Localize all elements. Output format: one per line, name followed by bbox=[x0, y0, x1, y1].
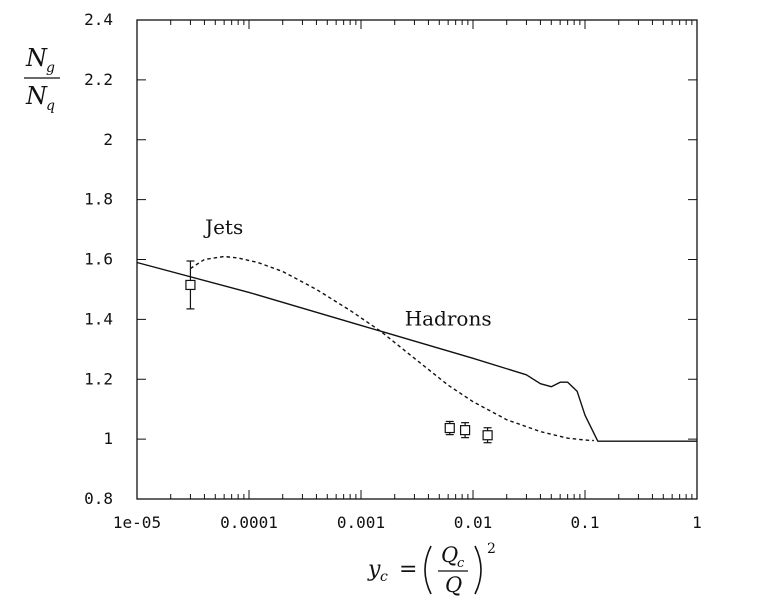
x-tick-label: 1 bbox=[692, 513, 702, 532]
y-tick-label: 2.2 bbox=[84, 70, 113, 89]
series-line-hadrons bbox=[136, 261, 697, 442]
data-point-square bbox=[482, 430, 493, 441]
y-axis-label: N g N q bbox=[24, 44, 60, 114]
y-label-numerator-sub: g bbox=[46, 60, 55, 76]
y-label-denominator-sub: q bbox=[46, 98, 55, 114]
x-tick-label: 0.1 bbox=[571, 513, 600, 532]
x-tick-label: 0.01 bbox=[454, 513, 493, 532]
annotations: Jets Hadrons bbox=[203, 215, 492, 330]
x-label-equals: = bbox=[392, 557, 424, 582]
x-label-left-paren bbox=[424, 545, 432, 595]
x-tick-label: 0.0001 bbox=[220, 513, 278, 532]
y-tick-label: 0.8 bbox=[84, 489, 113, 508]
x-label-lhs: y bbox=[367, 557, 381, 582]
data-point-square bbox=[444, 422, 455, 434]
x-label-power: 2 bbox=[487, 541, 496, 557]
x-label-numerator-sub: c bbox=[457, 556, 465, 571]
y-tick-label: 1.4 bbox=[84, 309, 113, 328]
axis-ticks bbox=[136, 19, 698, 500]
x-label-denominator: Q bbox=[445, 573, 462, 597]
annotation-jets: Jets bbox=[203, 215, 243, 239]
y-tick-label: 1.2 bbox=[84, 369, 113, 388]
x-label-right-paren bbox=[474, 545, 482, 595]
x-label-lhs-sub: c bbox=[380, 569, 388, 585]
data-point-square bbox=[459, 425, 471, 436]
x-axis-label: y c = Q c Q 2 bbox=[367, 541, 496, 597]
x-tick-label: 0.001 bbox=[337, 513, 385, 532]
axis-tick-labels: 1e-05 0.0001 0.001 0.01 0.1 1 0.8 1 1.2 1.4 1.6 1.8… bbox=[84, 10, 702, 532]
annotation-hadrons: Hadrons bbox=[405, 306, 492, 330]
x-label-numerator: Q bbox=[441, 543, 458, 567]
plot-frame bbox=[136, 19, 698, 500]
y-tick-label: 2 bbox=[103, 130, 113, 149]
series-line-jets bbox=[190, 255, 594, 442]
data-point-square bbox=[185, 279, 196, 291]
y-label-denominator: N bbox=[25, 82, 48, 110]
y-tick-label: 1.8 bbox=[84, 190, 113, 209]
plot-border bbox=[136, 19, 698, 500]
x-tick-label: 1e-05 bbox=[113, 513, 161, 532]
y-label-numerator: N bbox=[25, 44, 48, 72]
y-tick-label: 2.4 bbox=[84, 10, 113, 29]
y-tick-label: 1.6 bbox=[84, 250, 113, 269]
y-tick-label: 1 bbox=[103, 429, 113, 448]
series-layer bbox=[136, 255, 697, 444]
